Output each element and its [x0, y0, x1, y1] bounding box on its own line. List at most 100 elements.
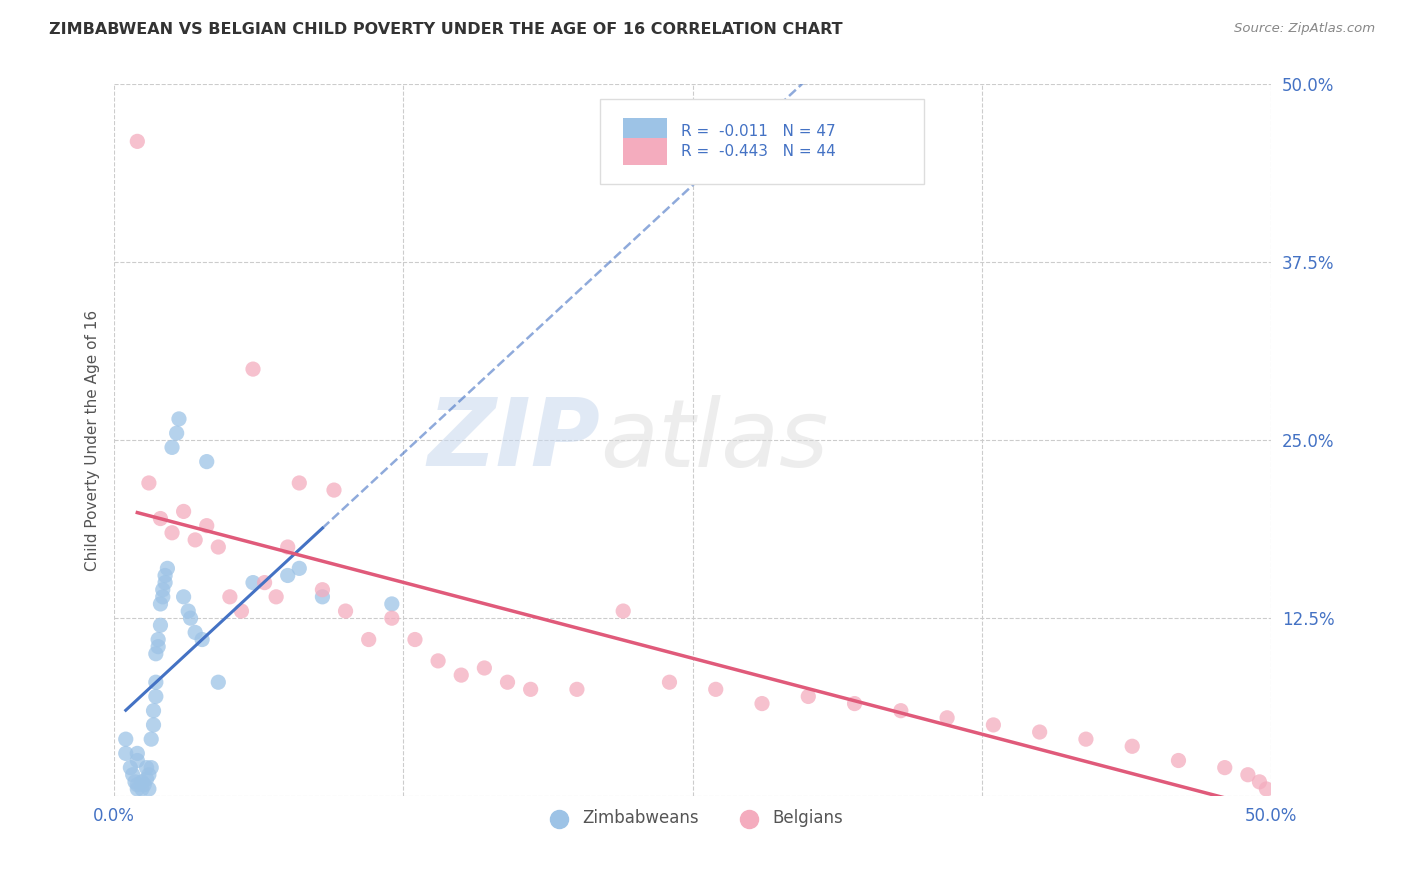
- Point: [156, 561, 179, 575]
- Point: [381, 597, 404, 611]
- Point: [153, 575, 176, 590]
- Point: [474, 661, 496, 675]
- FancyBboxPatch shape: [600, 99, 924, 184]
- Point: [1213, 761, 1236, 775]
- Point: [844, 697, 866, 711]
- Point: [323, 483, 346, 497]
- Point: [1121, 739, 1143, 754]
- Point: [134, 778, 156, 792]
- Point: [277, 540, 299, 554]
- Point: [177, 604, 200, 618]
- Point: [195, 518, 218, 533]
- Point: [180, 611, 202, 625]
- Point: [1028, 725, 1050, 739]
- Text: R =  -0.443   N = 44: R = -0.443 N = 44: [681, 144, 835, 159]
- Point: [149, 618, 172, 632]
- Point: [131, 775, 153, 789]
- Point: [797, 690, 820, 704]
- Point: [1167, 754, 1189, 768]
- Point: [311, 590, 333, 604]
- Point: [496, 675, 519, 690]
- Point: [153, 568, 176, 582]
- Text: R =  -0.011   N = 47: R = -0.011 N = 47: [681, 124, 835, 139]
- Point: [207, 675, 229, 690]
- Text: ZIMBABWEAN VS BELGIAN CHILD POVERTY UNDER THE AGE OF 16 CORRELATION CHART: ZIMBABWEAN VS BELGIAN CHILD POVERTY UNDE…: [49, 22, 842, 37]
- Point: [253, 575, 276, 590]
- Point: [121, 768, 143, 782]
- Point: [145, 647, 167, 661]
- Legend: Zimbabweans, Belgians: Zimbabweans, Belgians: [536, 803, 849, 834]
- Point: [135, 761, 157, 775]
- Point: [450, 668, 472, 682]
- Point: [114, 747, 136, 761]
- Point: [145, 690, 167, 704]
- Point: [160, 441, 183, 455]
- Point: [138, 475, 160, 490]
- Point: [335, 604, 357, 618]
- Point: [195, 455, 218, 469]
- Point: [519, 682, 541, 697]
- Point: [751, 697, 773, 711]
- Point: [264, 590, 287, 604]
- Point: [135, 772, 157, 786]
- Point: [127, 134, 149, 148]
- Point: [120, 761, 142, 775]
- Point: [138, 781, 160, 796]
- Point: [142, 704, 165, 718]
- Point: [381, 611, 404, 625]
- Point: [1256, 781, 1278, 796]
- Point: [146, 640, 169, 654]
- Point: [277, 568, 299, 582]
- Point: [131, 781, 153, 796]
- Point: [231, 604, 253, 618]
- Point: [141, 732, 163, 747]
- Point: [149, 597, 172, 611]
- Y-axis label: Child Poverty Under the Age of 16: Child Poverty Under the Age of 16: [86, 310, 100, 571]
- Point: [145, 675, 167, 690]
- Point: [152, 582, 174, 597]
- Point: [404, 632, 426, 647]
- Text: ZIP: ZIP: [427, 394, 600, 486]
- Point: [704, 682, 727, 697]
- Point: [207, 540, 229, 554]
- Point: [138, 768, 160, 782]
- Point: [658, 675, 681, 690]
- Point: [173, 590, 195, 604]
- Point: [936, 711, 959, 725]
- Point: [166, 426, 188, 441]
- Point: [141, 761, 163, 775]
- Point: [565, 682, 588, 697]
- FancyBboxPatch shape: [623, 118, 668, 145]
- Point: [612, 604, 634, 618]
- Point: [890, 704, 912, 718]
- Point: [127, 747, 149, 761]
- Point: [427, 654, 450, 668]
- Point: [173, 504, 195, 518]
- Point: [152, 590, 174, 604]
- Point: [311, 582, 333, 597]
- Point: [167, 412, 190, 426]
- Point: [357, 632, 380, 647]
- Point: [160, 525, 183, 540]
- Point: [127, 754, 149, 768]
- Point: [127, 781, 149, 796]
- Point: [146, 632, 169, 647]
- Point: [1249, 775, 1271, 789]
- Point: [127, 778, 149, 792]
- Text: atlas: atlas: [600, 395, 828, 486]
- Point: [218, 590, 240, 604]
- Point: [124, 775, 146, 789]
- Point: [114, 732, 136, 747]
- Point: [184, 625, 207, 640]
- Point: [184, 533, 207, 547]
- FancyBboxPatch shape: [623, 137, 668, 165]
- Point: [1074, 732, 1097, 747]
- Point: [242, 362, 264, 376]
- Point: [242, 575, 264, 590]
- Point: [983, 718, 1005, 732]
- Point: [142, 718, 165, 732]
- Point: [288, 561, 311, 575]
- Point: [149, 511, 172, 525]
- Point: [191, 632, 214, 647]
- Point: [1237, 768, 1260, 782]
